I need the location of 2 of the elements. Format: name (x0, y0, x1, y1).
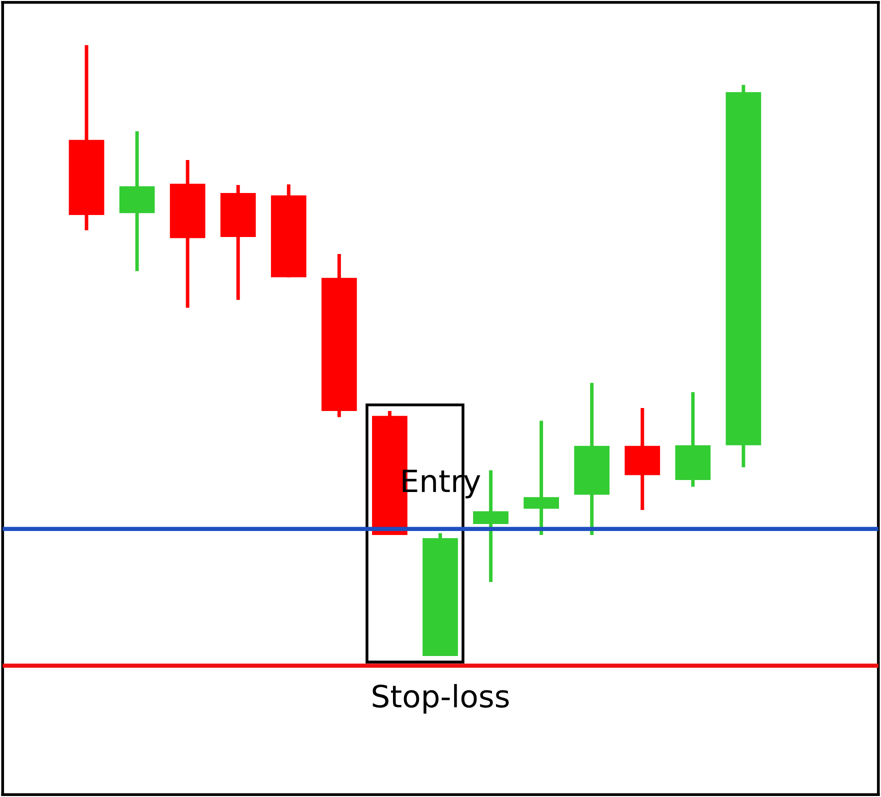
candlestick (524, 420, 559, 536)
ref-line-label: Stop-loss (372, 684, 509, 714)
